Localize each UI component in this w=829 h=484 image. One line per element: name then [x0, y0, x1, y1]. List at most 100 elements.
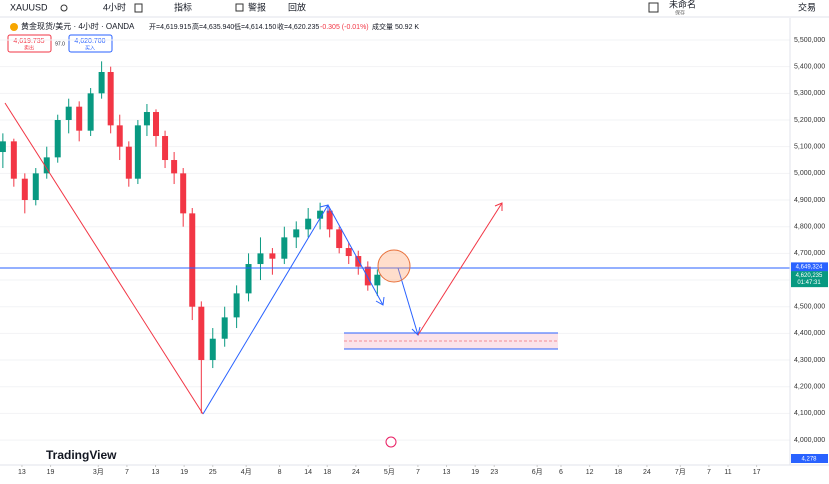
x-tick-label: 18	[614, 469, 622, 476]
candle-body	[209, 338, 216, 361]
spread: 97.0	[55, 41, 65, 47]
sell-button[interactable]	[7, 34, 52, 53]
arrowhead	[494, 202, 503, 211]
x-tick-label: 7	[125, 469, 129, 476]
x-tick-label: 12	[586, 469, 594, 476]
x-tick-label: 3月	[93, 468, 104, 476]
y-tick-label: 4,500,000	[794, 304, 825, 311]
candle-body	[305, 218, 312, 230]
candle-body	[374, 274, 381, 286]
trade[interactable]: 交易	[798, 1, 816, 12]
candle-body	[116, 125, 123, 147]
bottom-tag: 4,278	[801, 457, 817, 463]
buy-label: 买入	[85, 44, 95, 51]
x-tick-label: 14	[304, 469, 312, 476]
buy-price: 4,620.700	[74, 38, 105, 45]
legend-title: 黄金现货/美元 · 4小时 · OANDA	[21, 21, 135, 31]
y-tick-label: 4,000,000	[794, 437, 825, 444]
candle-body	[10, 141, 17, 179]
candle-body	[355, 256, 362, 267]
event-marker[interactable]	[385, 436, 397, 448]
price-tag-bg	[791, 262, 828, 272]
buy-button[interactable]	[68, 34, 113, 53]
save[interactable]: 保存	[675, 9, 685, 16]
price-tag-bg	[791, 271, 828, 288]
y-tick-label: 5,200,000	[794, 117, 825, 124]
x-tick-label: 18	[323, 469, 331, 476]
y-tick-label: 4,900,000	[794, 197, 825, 204]
legend-low: 低=4,614.150	[234, 22, 276, 31]
candle-body	[293, 229, 300, 238]
y-tick-label: 4,100,000	[794, 410, 825, 417]
candle-body	[152, 112, 159, 137]
projection-down	[397, 267, 419, 336]
interval[interactable]: 4小时	[103, 1, 126, 12]
candle-body	[43, 157, 50, 174]
y-tick-label: 4,200,000	[794, 384, 825, 391]
x-tick-label: 13	[18, 469, 26, 476]
candle-body	[32, 173, 39, 201]
y-tick-label: 5,000,000	[794, 170, 825, 177]
x-tick-label: 23	[490, 469, 498, 476]
price-tag: 4,649,324	[796, 264, 823, 270]
legend-volume: 成交量 50.92 K	[372, 22, 419, 31]
layout-name[interactable]: 未命名	[669, 0, 696, 9]
sell-price: 4,619.735	[13, 38, 44, 45]
legend-change: -0.305 (-0.01%)	[320, 24, 369, 31]
candle-body	[326, 210, 333, 230]
logo: TradingView	[46, 448, 117, 462]
candle-body	[107, 72, 114, 126]
y-tick-label: 5,300,000	[794, 90, 825, 97]
x-tick-label: 13	[152, 469, 160, 476]
candle-body	[171, 160, 178, 174]
symbol[interactable]: XAUUSD	[10, 2, 48, 12]
symbol-logo	[10, 23, 18, 31]
x-tick-label: 13	[443, 469, 451, 476]
candle-body	[87, 93, 94, 131]
x-tick-label: 24	[352, 469, 360, 476]
y-tick-label: 5,100,000	[794, 144, 825, 151]
x-tick-label: 6	[559, 469, 563, 476]
x-tick-label: 24	[643, 469, 651, 476]
x-tick-label: 6月	[532, 468, 543, 476]
y-tick-label: 4,300,000	[794, 357, 825, 364]
x-tick-label: 19	[47, 469, 55, 476]
alerts[interactable]: 警报	[248, 1, 266, 12]
candle-body	[233, 293, 240, 318]
sell-label: 卖出	[24, 44, 34, 51]
y-tick-label: 5,400,000	[794, 64, 825, 71]
candle-body	[257, 253, 264, 265]
x-tick-label: 4月	[241, 468, 252, 476]
candle-body	[364, 266, 371, 286]
candle-body	[21, 178, 28, 201]
bottom-tag-bg	[791, 454, 828, 463]
indicators[interactable]: 指标	[174, 1, 192, 12]
y-tick-label: 5,500,000	[794, 37, 825, 44]
toolbar	[0, 0, 829, 17]
x-tick-label: 19	[180, 469, 188, 476]
candle-body	[198, 306, 205, 361]
candle-body	[269, 253, 276, 259]
x-tick-label: 17	[753, 469, 761, 476]
x-tick-label: 8	[278, 469, 282, 476]
candle-body	[245, 264, 252, 294]
alert-icon[interactable]	[235, 3, 244, 12]
candle-body	[281, 237, 288, 259]
candle-body	[65, 106, 72, 121]
x-tick-label: 7	[416, 469, 420, 476]
candle-body	[125, 146, 132, 179]
layout-icon[interactable]	[648, 2, 659, 13]
candle-body	[0, 141, 6, 153]
chart-type-icon[interactable]	[134, 3, 143, 13]
x-tick-label: 11	[724, 469, 731, 476]
replay[interactable]: 回放	[288, 1, 306, 12]
candle-body	[143, 112, 150, 126]
candle-body	[54, 120, 61, 158]
price-tag: 4,620,235	[796, 273, 823, 279]
trend-blue-up	[202, 204, 329, 415]
legend-open: 开=4,619.915	[149, 23, 191, 31]
plot	[0, 39, 790, 441]
candle-body	[221, 317, 228, 339]
compare-icon[interactable]	[60, 4, 68, 12]
